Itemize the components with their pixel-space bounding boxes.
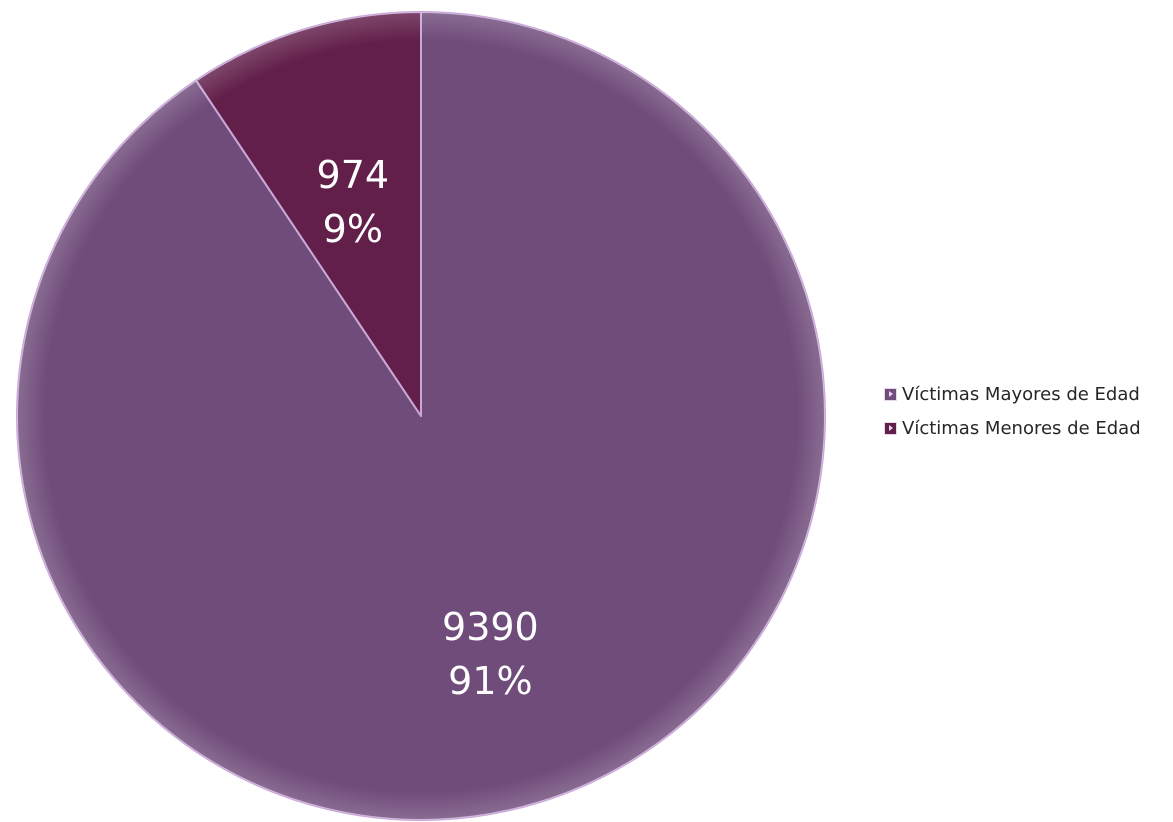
data-label-percent-mayores: 91% <box>448 659 532 703</box>
chart-legend: Víctimas Mayores de Edad Víctimas Menore… <box>884 377 1141 445</box>
pie-slices <box>16 11 827 821</box>
data-label-percent-menores: 9% <box>323 207 383 251</box>
legend-item-menores: Víctimas Menores de Edad <box>884 411 1141 445</box>
legend-label-mayores: Víctimas Mayores de Edad <box>902 383 1140 405</box>
legend-swatch-mayores <box>884 387 897 401</box>
legend-swatch-menores <box>884 421 897 435</box>
data-label-value-menores: 974 <box>317 153 390 197</box>
legend-label-menores: Víctimas Menores de Edad <box>902 417 1141 439</box>
legend-item-mayores: Víctimas Mayores de Edad <box>884 377 1141 411</box>
data-label-value-mayores: 9390 <box>442 605 539 649</box>
pie-data-labels: 9390 91% 974 9% <box>317 153 539 703</box>
